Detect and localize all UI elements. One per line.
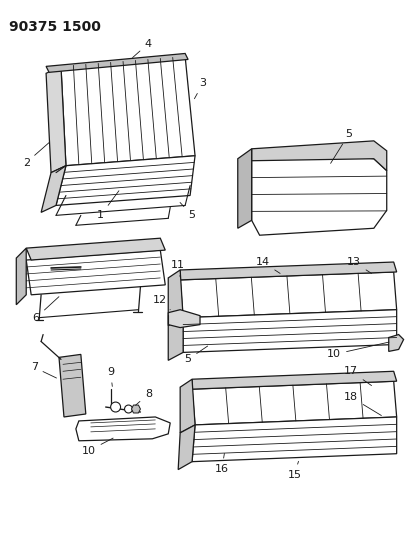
- Polygon shape: [180, 262, 396, 280]
- Polygon shape: [168, 270, 183, 326]
- Polygon shape: [168, 310, 200, 328]
- Circle shape: [111, 402, 120, 412]
- Polygon shape: [41, 166, 66, 212]
- Polygon shape: [180, 379, 194, 433]
- Polygon shape: [131, 405, 140, 413]
- Polygon shape: [251, 149, 386, 235]
- Text: 4: 4: [132, 38, 151, 58]
- Polygon shape: [183, 310, 396, 352]
- Text: 8: 8: [135, 389, 151, 405]
- Polygon shape: [76, 417, 170, 441]
- Polygon shape: [26, 250, 165, 295]
- Text: 5: 5: [180, 203, 195, 220]
- Polygon shape: [59, 354, 85, 417]
- Text: 3: 3: [194, 78, 206, 99]
- Text: 10: 10: [326, 342, 388, 359]
- Text: 6: 6: [32, 297, 59, 322]
- Polygon shape: [46, 53, 188, 72]
- Polygon shape: [180, 272, 396, 318]
- Polygon shape: [237, 149, 251, 228]
- Polygon shape: [61, 56, 194, 166]
- Polygon shape: [168, 318, 183, 360]
- Polygon shape: [26, 238, 165, 260]
- Text: 5: 5: [330, 129, 352, 163]
- Text: 7: 7: [30, 362, 56, 378]
- Text: 11: 11: [171, 260, 185, 277]
- Polygon shape: [46, 67, 66, 173]
- Text: 2: 2: [23, 143, 49, 168]
- Polygon shape: [192, 381, 396, 425]
- Text: 9: 9: [107, 367, 114, 386]
- Text: 17: 17: [343, 366, 371, 385]
- Text: 16: 16: [214, 454, 228, 474]
- Polygon shape: [178, 425, 194, 470]
- Text: 10: 10: [81, 438, 113, 456]
- Polygon shape: [56, 156, 194, 205]
- Text: 18: 18: [343, 392, 380, 416]
- Polygon shape: [192, 372, 396, 389]
- Polygon shape: [388, 335, 403, 351]
- Circle shape: [124, 405, 132, 413]
- Polygon shape: [16, 248, 26, 305]
- Text: 12: 12: [153, 295, 170, 310]
- Text: 13: 13: [346, 257, 371, 273]
- Text: 90375 1500: 90375 1500: [9, 20, 101, 34]
- Text: 1: 1: [97, 191, 119, 220]
- Text: 15: 15: [287, 462, 301, 480]
- Polygon shape: [251, 141, 386, 171]
- Text: 14: 14: [255, 257, 279, 273]
- Polygon shape: [192, 417, 396, 462]
- Text: 5: 5: [184, 346, 207, 365]
